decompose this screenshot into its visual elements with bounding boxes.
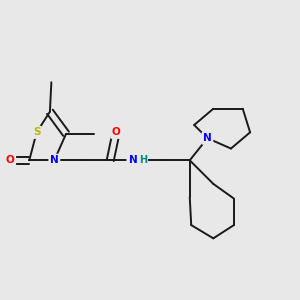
Text: N: N [203, 133, 212, 143]
Text: NH: NH [128, 155, 146, 165]
Text: N: N [50, 155, 59, 165]
Text: N: N [129, 155, 138, 165]
Text: O: O [6, 155, 14, 165]
Text: H: H [139, 155, 147, 165]
Text: S: S [33, 127, 40, 137]
Text: O: O [112, 127, 121, 137]
